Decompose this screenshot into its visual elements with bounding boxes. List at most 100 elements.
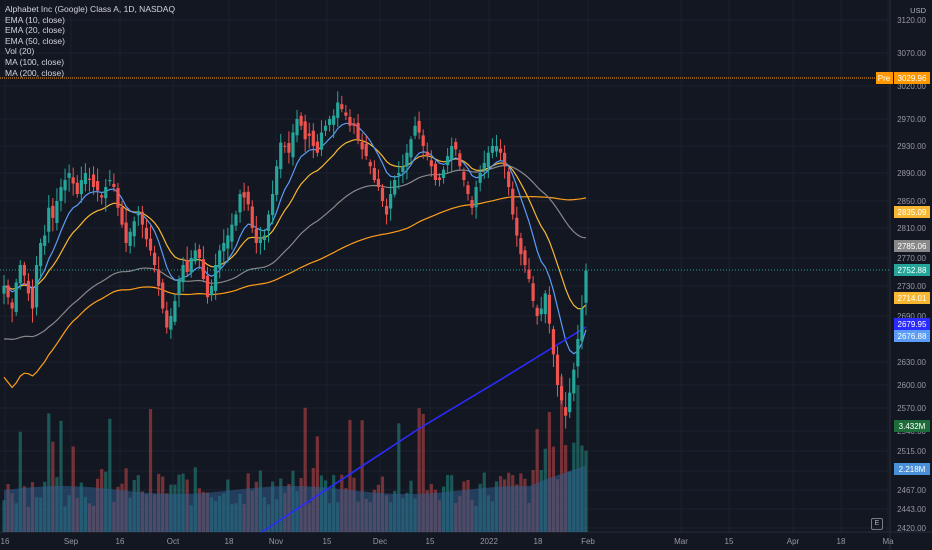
time-tick-label: 2022 <box>480 537 498 546</box>
candle-body <box>568 392 572 413</box>
candle-body <box>498 148 503 153</box>
candle-body <box>490 146 494 153</box>
candle-body <box>405 152 409 167</box>
volume-bar <box>576 385 580 532</box>
candle-body <box>555 354 560 385</box>
candle-body <box>482 162 486 169</box>
candle-body <box>368 162 372 167</box>
indicator-volume[interactable]: Vol (20) <box>5 46 35 57</box>
candle-body <box>242 192 246 198</box>
price-tag-bg <box>894 318 930 330</box>
candle-body <box>205 275 210 298</box>
price-tag-bg <box>894 264 930 276</box>
candle-body <box>380 187 385 201</box>
price-tick-label: 2515.00 <box>897 447 926 456</box>
candle-body <box>132 221 136 237</box>
volume-bar <box>59 420 63 532</box>
candle-body <box>327 119 332 126</box>
candle-body <box>157 269 161 286</box>
candle-body <box>148 238 153 251</box>
candle-body <box>51 205 55 218</box>
price-tag-value: 2.218M <box>899 465 926 474</box>
candle-body <box>47 207 51 232</box>
candle-body <box>307 133 311 136</box>
candle-body <box>336 102 340 118</box>
time-tick-label: Oct <box>167 537 180 546</box>
candle-body <box>303 121 307 140</box>
candle-body <box>584 270 588 303</box>
candle-body <box>319 132 324 150</box>
indicator-ma100[interactable]: MA (100, close) <box>5 56 65 67</box>
candlesticks <box>2 91 588 429</box>
candle-body <box>250 206 254 228</box>
currency-label[interactable]: USD <box>910 6 926 15</box>
candle-body <box>67 173 71 178</box>
candle-body <box>2 286 6 294</box>
candle-body <box>275 166 279 195</box>
candle-body <box>494 146 499 152</box>
candle-body <box>474 187 478 208</box>
price-tick-label: 2930.00 <box>897 142 926 151</box>
candle-body <box>63 180 67 191</box>
candle-body <box>531 283 535 301</box>
price-tag-value: 2752.88 <box>898 266 927 275</box>
time-tick-label: Dec <box>373 537 387 546</box>
indicator-ema20[interactable]: EMA (20, close) <box>5 25 65 36</box>
indicator-ma200[interactable]: MA (200, close) <box>5 67 65 78</box>
candle-body <box>393 180 397 195</box>
candle-body <box>384 205 389 215</box>
candle-body <box>238 194 242 213</box>
candle-body <box>291 132 295 158</box>
price-tick-label: 2850.00 <box>897 197 926 206</box>
price-tag: Pre 3029.96 <box>876 72 930 84</box>
price-tag-value: 3029.96 <box>898 74 927 83</box>
candle-body <box>22 264 26 276</box>
candle-body <box>262 235 267 241</box>
symbol-title[interactable]: Alphabet Inc (Google) Class A, 1D, NASDA… <box>5 4 176 14</box>
candle-body <box>71 177 75 184</box>
candle-body <box>26 280 31 294</box>
candle-body <box>279 142 283 170</box>
earnings-icon[interactable]: E <box>871 518 883 530</box>
time-axis[interactable]: 16 Sep 16 Oct 18 Nov 15 Dec 15 2022 18 Feb Mar 15 Apr 1… <box>1 537 895 546</box>
indicator-ema50[interactable]: EMA (50, close) <box>5 35 65 46</box>
indicator-ema10[interactable]: EMA (10, close) <box>5 14 65 25</box>
candle-body <box>214 265 218 291</box>
candle-body <box>535 307 539 316</box>
candle-body <box>486 152 490 168</box>
time-tick-label: 18 <box>837 537 846 546</box>
candle-body <box>18 265 22 284</box>
price-tag-bg <box>894 463 930 475</box>
price-tick-label: 2690.00 <box>897 312 926 321</box>
price-tag-bg <box>894 292 930 304</box>
candle-body <box>311 130 315 146</box>
price-tag: 2714.01 <box>894 292 930 304</box>
price-tag: 2.218M <box>894 463 930 475</box>
price-tick-label: 2770.00 <box>897 254 926 263</box>
candle-body <box>144 227 149 240</box>
candle-body <box>519 238 523 255</box>
volume-bar <box>18 431 22 532</box>
candle-body <box>79 180 83 195</box>
time-tick-label: Ma <box>882 537 894 546</box>
candle-body <box>421 135 425 146</box>
volume-ma-area <box>4 465 586 532</box>
candle-body <box>547 294 551 324</box>
candle-body <box>10 302 14 309</box>
candle-body <box>470 200 474 208</box>
candle-body <box>564 407 568 416</box>
price-tag-value: 2785.06 <box>898 242 927 251</box>
candle-body <box>193 250 197 262</box>
candle-body <box>409 139 413 158</box>
price-tick-label: 2443.00 <box>897 505 926 514</box>
time-tick-label: Apr <box>787 537 800 546</box>
ema20-line <box>3 139 587 310</box>
time-tick-label: Mar <box>674 537 688 546</box>
candle-body <box>59 187 63 202</box>
candle-body <box>30 288 35 309</box>
price-tick-label: 3120.00 <box>897 16 926 25</box>
candle-body <box>425 151 429 157</box>
candle-body <box>246 191 250 205</box>
